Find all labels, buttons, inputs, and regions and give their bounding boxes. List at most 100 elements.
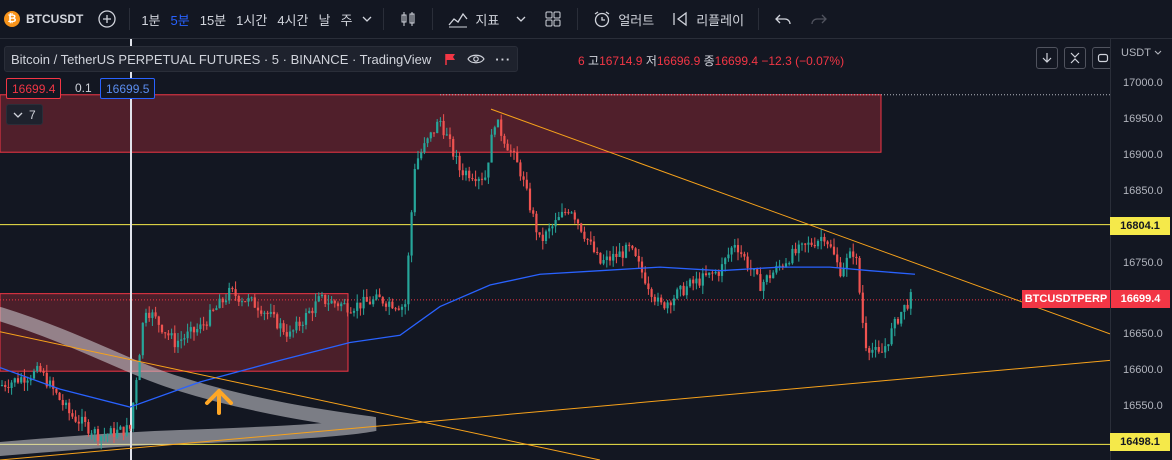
- candle-body: [436, 121, 439, 134]
- candle-body: [26, 380, 29, 383]
- candle-body: [820, 236, 823, 242]
- candle-body: [474, 179, 477, 182]
- candle-body: [468, 170, 471, 179]
- candle-body: [122, 426, 125, 436]
- candle-body: [685, 286, 688, 296]
- interval-2[interactable]: 15분: [199, 12, 227, 28]
- candle-body: [535, 213, 538, 233]
- candle-body: [215, 308, 218, 311]
- alert-button[interactable]: 얼러트: [584, 0, 662, 38]
- candle-body: [784, 263, 788, 267]
- candle-body: [183, 338, 186, 340]
- currency-selector[interactable]: USDT: [1121, 47, 1162, 59]
- candle-body: [311, 310, 314, 314]
- collapse-button[interactable]: [1064, 47, 1086, 69]
- indicators-button[interactable]: 지표: [439, 0, 507, 38]
- candle-body: [477, 178, 480, 182]
- interval-0[interactable]: 1분: [141, 12, 161, 28]
- candle-body: [708, 272, 711, 276]
- layout-button[interactable]: [535, 0, 571, 38]
- candle-body: [352, 310, 356, 313]
- chart-type-button[interactable]: [390, 0, 426, 38]
- candle-body: [903, 304, 906, 312]
- interval-group: 1분 5분 15분 1시간 4시간 날 주: [136, 0, 357, 38]
- candle-body: [346, 303, 349, 313]
- candle-body: [391, 301, 394, 309]
- candle-body: [4, 384, 7, 388]
- candle-body: [234, 289, 237, 296]
- candle-body: [576, 219, 580, 224]
- candle-body: [519, 162, 522, 177]
- candle-body: [359, 302, 362, 309]
- symbol-search[interactable]: ₿ BTCUSDT: [0, 0, 91, 38]
- compare-button[interactable]: [91, 0, 123, 38]
- interval-1[interactable]: 5분: [170, 12, 190, 28]
- price-chart[interactable]: [0, 39, 1110, 460]
- price-tick: 16600.0: [1123, 364, 1163, 377]
- candle-body: [125, 425, 128, 436]
- candle-body: [192, 327, 196, 333]
- candle-body: [77, 421, 80, 424]
- candle-body: [103, 435, 106, 437]
- candle-body: [724, 258, 727, 265]
- candle-body: [68, 402, 71, 414]
- interval-4[interactable]: 4시간: [277, 12, 309, 28]
- more-icon[interactable]: ···: [495, 51, 512, 67]
- candle-body: [765, 275, 768, 282]
- indicators-toggle[interactable]: 7: [6, 104, 43, 125]
- indicators-label: 지표: [475, 12, 500, 28]
- redo-button[interactable]: [801, 0, 837, 38]
- candle-body: [36, 365, 39, 372]
- candle-body: [752, 269, 756, 271]
- candle-body: [660, 297, 663, 303]
- candle-body: [496, 119, 500, 128]
- candle-body: [276, 314, 279, 329]
- candle-body: [7, 387, 10, 389]
- candle-body: [260, 310, 263, 314]
- indicator-templates-dropdown[interactable]: [507, 0, 535, 38]
- candle-body: [896, 318, 900, 324]
- flag-icon[interactable]: [443, 52, 457, 66]
- candle-body: [407, 255, 410, 305]
- candle-body: [688, 279, 692, 287]
- candle-body: [84, 416, 87, 422]
- price-axis[interactable]: USDT 17000.016950.016900.016850.016800.0…: [1110, 39, 1172, 460]
- candle-body: [45, 372, 48, 387]
- candle-body: [570, 212, 573, 214]
- candle-body: [48, 380, 52, 387]
- arrow-down-icon: [1042, 53, 1052, 63]
- interval-6[interactable]: 주: [340, 12, 353, 28]
- candle-body: [32, 371, 36, 379]
- undo-button[interactable]: [765, 0, 801, 38]
- candle-body: [560, 211, 564, 218]
- replay-icon: [670, 9, 690, 29]
- candle-body: [848, 251, 852, 258]
- interval-3[interactable]: 1시간: [236, 12, 268, 28]
- interval-dropdown[interactable]: [357, 0, 377, 38]
- interval-5[interactable]: 날: [318, 12, 331, 28]
- move-down-button[interactable]: [1036, 47, 1058, 69]
- candle-body: [624, 244, 628, 258]
- candle-body: [141, 322, 144, 356]
- candle-body: [42, 371, 45, 373]
- candle-body: [490, 134, 493, 163]
- candle-body: [448, 134, 452, 140]
- ask-price[interactable]: 16699.5: [100, 78, 156, 99]
- replay-button[interactable]: 리플레이: [662, 0, 752, 38]
- series-legend[interactable]: Bitcoin / TetherUS PERPETUAL FUTURES · 5…: [4, 46, 519, 72]
- candle-body: [336, 303, 340, 307]
- candle-body: [55, 388, 58, 393]
- candle-body: [733, 245, 736, 248]
- candle-body: [816, 241, 820, 247]
- high-value: 16714.9: [599, 54, 643, 68]
- candle-body: [461, 170, 464, 176]
- candle-body: [0, 384, 4, 386]
- eye-icon[interactable]: [467, 52, 485, 66]
- candle-body: [804, 243, 807, 245]
- candle-body: [458, 155, 461, 171]
- bid-price[interactable]: 16699.4: [6, 78, 62, 99]
- level-high-label: 16804.1: [1110, 217, 1170, 235]
- candle-body: [845, 257, 848, 269]
- divider: [758, 8, 760, 30]
- candle-body: [186, 331, 189, 339]
